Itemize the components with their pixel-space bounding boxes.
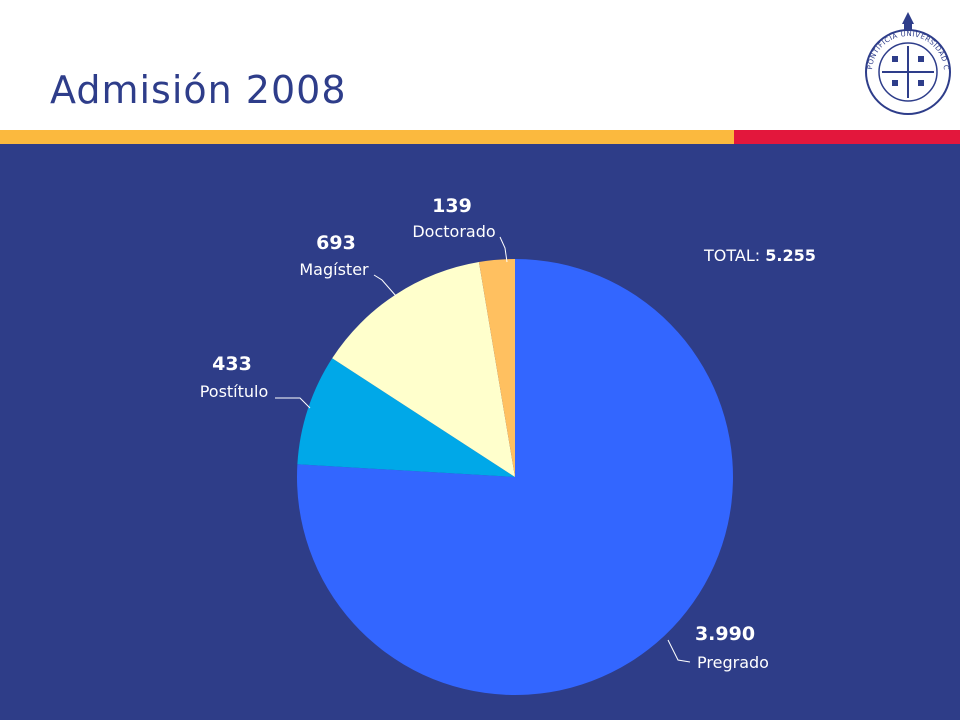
data-label-name-doctorado: Doctorado [412, 222, 495, 241]
band-yellow [0, 130, 734, 144]
total-label: TOTAL: [704, 246, 761, 265]
university-seal-icon: PONTIFICIA UNIVERSIDAD CATÓLICA DE CHILE [862, 10, 951, 115]
page-title: Admisión 2008 [50, 68, 347, 112]
pie-slice-doctorado [478, 259, 515, 477]
data-label-value-magister: 693 [316, 232, 356, 254]
data-label-name-postitulo: Postítulo [200, 382, 269, 401]
leader-line-postitulo [275, 397, 311, 409]
data-label-name-pregrado: Pregrado [697, 653, 769, 672]
pie-slice-postitulo [297, 358, 515, 477]
leader-line-pregrado [667, 639, 691, 663]
band-red [734, 130, 960, 144]
data-label-value-pregrado: 3.990 [695, 623, 755, 645]
total-value: 5.255 [765, 246, 816, 265]
leader-line-magister [373, 274, 397, 297]
data-label-name-magister: Magíster [299, 260, 369, 279]
pie-slice-pregrado [296, 259, 733, 695]
data-label-value-doctorado: 139 [432, 195, 472, 217]
header: Admisión 2008 PONTIFICIA UNIVERSIDAD CAT… [0, 0, 960, 130]
pie-slice-magister [332, 262, 515, 477]
leader-line-doctorado [499, 236, 508, 263]
data-label-value-postitulo: 433 [212, 353, 252, 375]
total-readout: TOTAL: 5.255 [704, 246, 816, 265]
